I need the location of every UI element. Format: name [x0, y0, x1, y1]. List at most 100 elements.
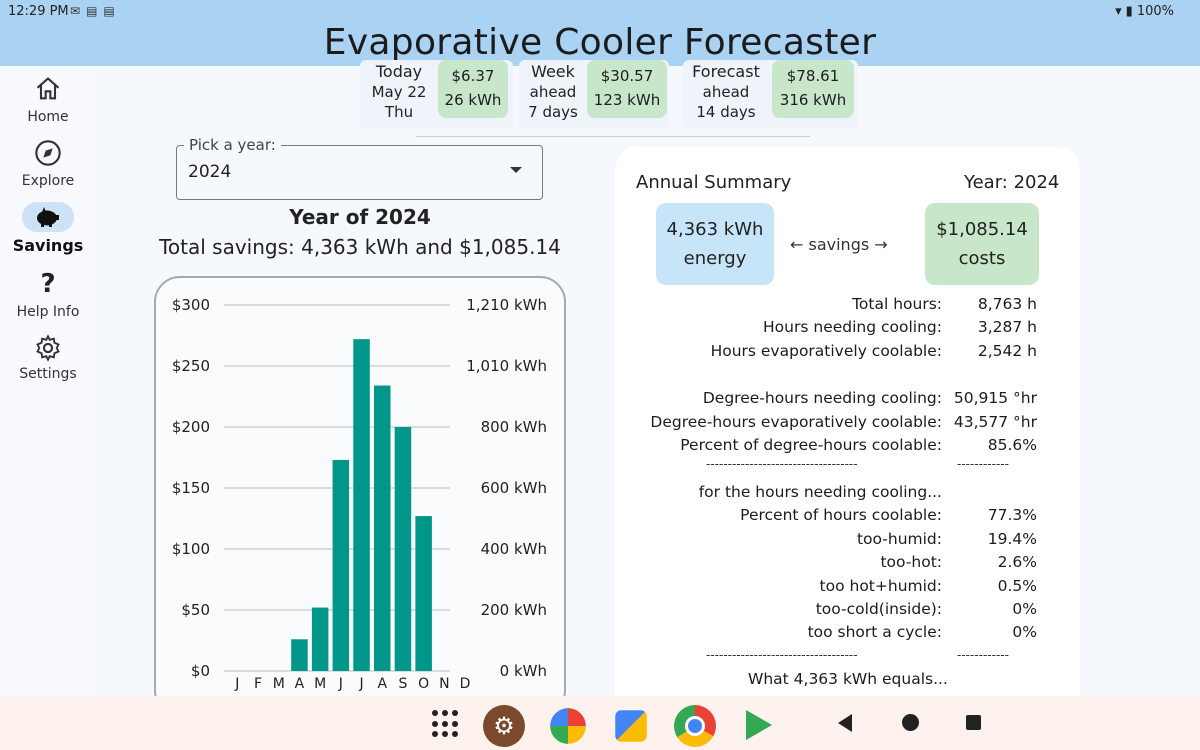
forecast-energy: 316 kWh	[779, 91, 847, 109]
stat-value: 19.4%	[987, 530, 1037, 548]
y-tick-label-right: 800 kWh	[481, 418, 547, 436]
today-title: Today	[375, 62, 423, 81]
cost-savings-value: $1,085.14	[936, 219, 1028, 240]
dashed-separator: ------------	[957, 457, 1009, 471]
today-date: May 22	[371, 83, 427, 101]
today-money: $6.37	[451, 67, 495, 85]
stat-label: Percent of hours coolable:	[740, 506, 942, 524]
bar	[311, 607, 329, 671]
stat-label: for the hours needing cooling...	[698, 483, 942, 501]
chrome-app-icon[interactable]	[674, 705, 716, 747]
y-tick-label-left: $150	[172, 479, 210, 497]
y-tick-label-right: 200 kWh	[481, 601, 547, 619]
nav-savings-label: Savings	[12, 236, 84, 255]
stat-label: too-humid:	[856, 530, 942, 548]
nav-home[interactable]: Home	[0, 75, 96, 125]
week-days: 7 days	[528, 103, 578, 121]
year-title: Year of 2024	[289, 205, 431, 229]
stat-label: Hours needing cooling:	[763, 318, 942, 336]
year-picker-label: Pick a year:	[184, 136, 281, 154]
today-energy: 26 kWh	[444, 91, 502, 109]
recents-icon[interactable]	[966, 715, 981, 730]
dashed-separator: ------------	[957, 648, 1009, 662]
nav-explore[interactable]: Explore	[0, 139, 96, 189]
y-tick-label-right: 1,010 kWh	[466, 357, 547, 375]
energy-savings-label: energy	[683, 248, 747, 269]
bar	[415, 516, 432, 671]
summary-title: Annual Summary	[636, 172, 792, 193]
status-time: 12:29 PM	[8, 4, 69, 19]
settings-app-icon[interactable]: ⚙	[483, 705, 525, 747]
today-values: $6.37 26 kWh	[438, 60, 508, 118]
y-tick-label-right: 0 kWh	[500, 662, 547, 680]
nav-help[interactable]: ? Help Info	[0, 270, 96, 320]
mail-icon: ✉	[70, 4, 81, 18]
x-tick-label: J	[338, 676, 343, 692]
dropdown-arrow-icon[interactable]	[510, 167, 522, 173]
app-bar	[0, 0, 1200, 66]
nav-explore-label: Explore	[21, 173, 75, 189]
energy-savings-chip: 4,363 kWh energy	[656, 203, 774, 285]
news-icon: ▤	[103, 4, 115, 18]
files-app-icon[interactable]	[615, 710, 647, 742]
question-icon: ?	[40, 269, 56, 299]
y-tick-label-left: $200	[172, 418, 210, 436]
app-title: Evaporative Cooler Forecaster	[323, 22, 877, 63]
bar	[332, 459, 350, 671]
battery-icon: ▮	[1125, 4, 1133, 19]
x-tick-label: A	[377, 676, 387, 692]
equivalents-heading: What 4,363 kWh equals...	[748, 670, 948, 688]
stat-value: 0.5%	[997, 577, 1037, 595]
x-tick-label: M	[314, 676, 326, 692]
week-title: Week	[531, 62, 575, 81]
bar	[374, 385, 391, 671]
y-tick-label-left: $0	[191, 662, 210, 680]
stat-label: too-hot:	[880, 553, 942, 571]
app-drawer-icon[interactable]	[432, 710, 460, 738]
stat-label: too short a cycle:	[807, 623, 942, 641]
home-icon	[36, 77, 60, 100]
nav-savings[interactable]: Savings	[0, 202, 96, 255]
stat-value: 2.6%	[997, 553, 1037, 571]
week-energy: 123 kWh	[593, 91, 661, 109]
summary-year: Year: 2024	[964, 172, 1060, 193]
year-picker-value: 2024	[188, 162, 232, 182]
year-total: Total savings: 4,363 kWh and $1,085.14	[159, 235, 561, 259]
nav-home-label: Home	[27, 109, 69, 125]
stat-label: too hot+humid:	[819, 577, 942, 595]
forecast-days: 14 days	[696, 103, 756, 121]
calendar-icon: ▤	[86, 4, 98, 18]
y-tick-label-right: 600 kWh	[481, 479, 547, 497]
bar	[394, 427, 412, 671]
y-tick-label-left: $300	[172, 296, 210, 314]
stat-value: 0%	[1012, 600, 1037, 618]
stat-label: Total hours:	[852, 295, 942, 313]
dashed-separator: -----------------------------------	[706, 648, 858, 662]
forecast-title: Forecast	[692, 62, 760, 81]
x-tick-label: O	[418, 676, 429, 692]
stat-value: 2,542 h	[977, 342, 1037, 360]
year-picker[interactable]	[176, 145, 543, 200]
bar	[291, 639, 308, 671]
x-tick-label: F	[254, 676, 262, 692]
nav-settings-label: Settings	[19, 366, 77, 382]
week-chip-label: Week ahead 7 days	[522, 62, 584, 122]
cost-savings-chip: $1,085.14 costs	[925, 203, 1039, 285]
nav-settings[interactable]: Settings	[0, 334, 96, 382]
y-tick-label-left: $250	[172, 357, 210, 375]
x-tick-label: J	[234, 676, 239, 692]
x-tick-label: J	[358, 676, 363, 692]
savings-chart: $0 0 kWh $50 200 kWh $100 400 kWh $150 600 kWh $…	[172, 296, 547, 692]
play-store-icon[interactable]	[746, 710, 772, 740]
x-tick-label: A	[295, 676, 305, 692]
savings-arrow: ← savings →	[790, 235, 888, 254]
stat-value: 0%	[1012, 623, 1037, 641]
notification-icons: ✉ ▤ ▤	[70, 4, 115, 18]
home-circle-icon[interactable]	[902, 714, 919, 731]
status-right: ▾ ▮ 100%	[1115, 4, 1174, 19]
stat-value: 50,915 °hr	[953, 389, 1037, 407]
photos-app-icon[interactable]	[550, 708, 586, 744]
stat-value: 85.6%	[987, 436, 1037, 454]
week-money: $30.57	[600, 67, 654, 85]
back-icon[interactable]	[838, 714, 852, 732]
